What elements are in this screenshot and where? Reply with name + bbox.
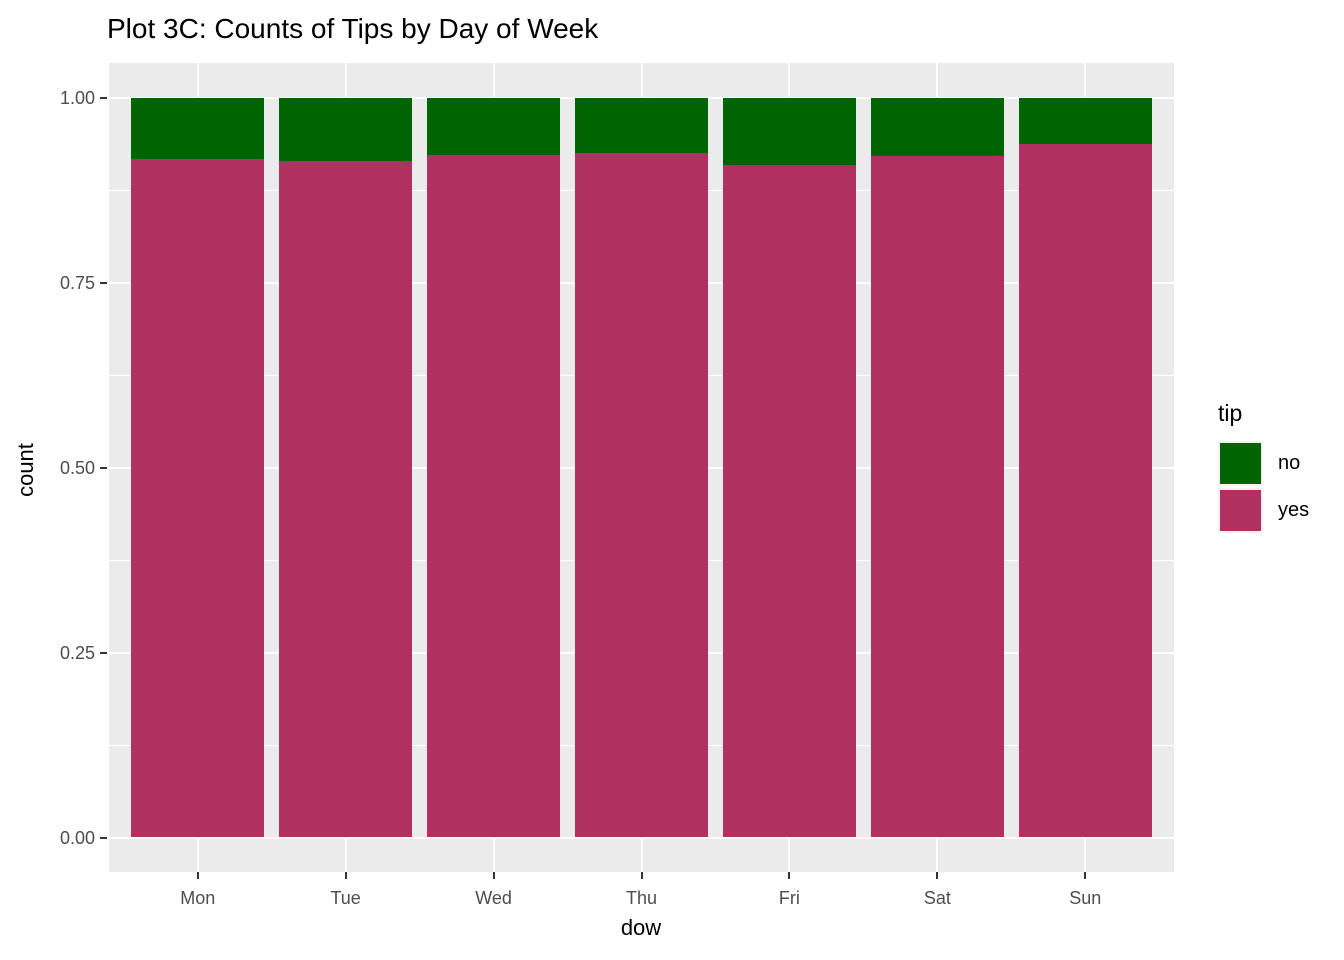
x-tick-mark <box>1084 872 1087 879</box>
y-tick-mark <box>100 651 107 654</box>
x-tick-mark <box>492 872 495 879</box>
y-tick-mark <box>100 466 107 469</box>
y-tick-label: 0.25 <box>59 642 95 663</box>
x-tick-label-mon: Mon <box>180 888 216 908</box>
x-tick-label-sun: Sun <box>1069 888 1102 908</box>
y-tick-label: 1.00 <box>59 88 95 108</box>
bar-segment-sat-no <box>870 98 1004 156</box>
legend-label-no: no <box>1278 452 1301 474</box>
x-tick-mark <box>640 872 643 879</box>
legend-key-yes-swatch <box>1218 488 1263 533</box>
bar-segment-mon-yes <box>131 158 265 838</box>
x-tick-label-fri: Fri <box>778 888 800 908</box>
x-axis-title: dow <box>620 915 662 940</box>
bar-segment-thu-no <box>574 98 709 153</box>
plot-panel <box>109 63 1174 872</box>
y-tick-label: 0.00 <box>59 827 95 848</box>
x-tick-label-tue: Tue <box>330 888 361 908</box>
x-tick-mark <box>936 872 939 879</box>
bar-segment-wed-yes <box>427 154 561 838</box>
bar-segment-sun-yes <box>1018 143 1152 838</box>
legend-entry-yes: yes <box>1218 488 1309 533</box>
x-tick-mark <box>344 872 347 879</box>
x-tick-label-wed: Wed <box>475 888 512 908</box>
y-tick-label: 0.75 <box>59 272 95 293</box>
bar-segment-fri-no <box>722 98 856 165</box>
bar-segment-fri-yes <box>722 164 856 838</box>
y-axis-title: count <box>13 443 38 497</box>
bar-segment-sun-no <box>1018 98 1152 144</box>
y-tick-mark <box>100 97 107 99</box>
y-tick-label: 0.50 <box>59 457 95 478</box>
x-tick-label-thu: Thu <box>625 888 658 908</box>
legend-key-no-swatch <box>1218 441 1263 486</box>
bar-segment-tue-no <box>279 98 413 161</box>
legend-entry-no: no <box>1218 441 1309 486</box>
bar-segment-sat-yes <box>870 155 1004 838</box>
bar-segment-tue-yes <box>279 160 413 838</box>
chart-title: Plot 3C: Counts of Tips by Day of Week <box>107 13 599 44</box>
bar-segment-thu-yes <box>574 152 709 838</box>
legend-title: tip <box>1218 400 1243 426</box>
y-tick-mark <box>100 281 107 284</box>
bar-segment-wed-no <box>427 98 561 155</box>
legend-label-yes: yes <box>1278 499 1310 521</box>
x-tick-mark <box>196 872 199 879</box>
x-tick-mark <box>788 872 791 879</box>
y-tick-mark <box>100 836 107 839</box>
legend-entries: no yes <box>1218 441 1309 533</box>
legend: tip no yes <box>1218 400 1309 535</box>
x-tick-label-sat: Sat <box>923 888 951 908</box>
bar-segment-mon-no <box>131 98 265 159</box>
